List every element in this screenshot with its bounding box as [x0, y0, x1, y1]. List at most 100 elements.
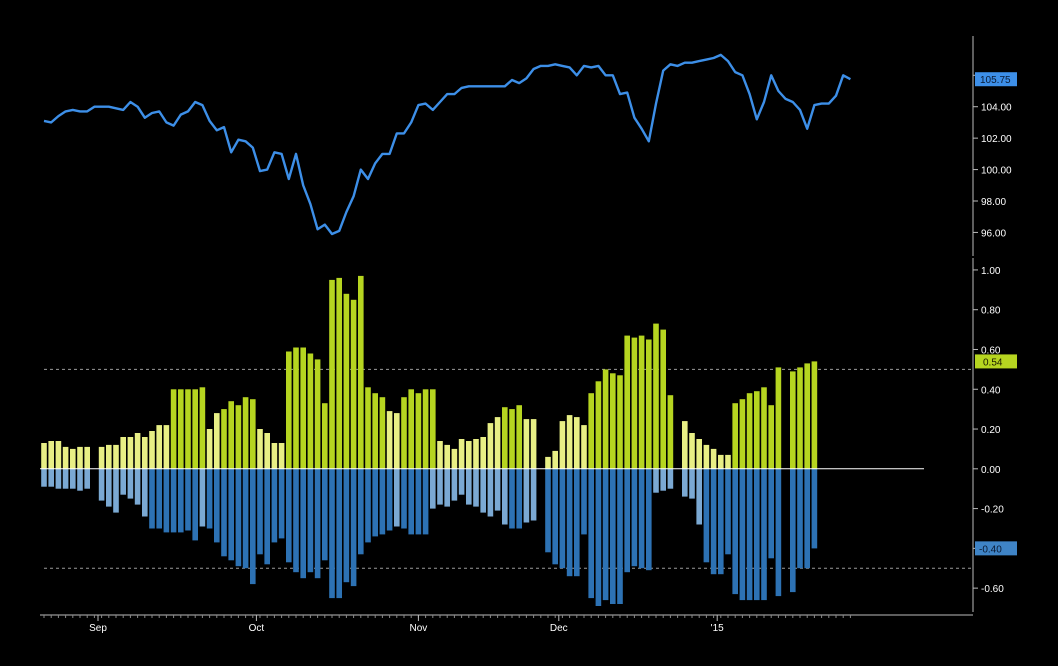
positive-bar: [638, 335, 645, 469]
positive-bar: [422, 389, 429, 469]
positive-bar: [228, 401, 234, 469]
negative-bar: [682, 468, 688, 497]
negative-bar: [394, 468, 400, 527]
negative-bar: [610, 468, 616, 604]
positive-bar: [343, 293, 350, 469]
positive-last-value-badge: [975, 354, 1017, 369]
negative-bar: [451, 468, 458, 501]
positive-bar: [314, 359, 321, 469]
price-tick-label: 104.00: [981, 103, 1012, 114]
positive-bar: [55, 441, 62, 469]
price-series-line: [43, 53, 851, 236]
bar-tick-label: 0.80: [981, 306, 1001, 317]
positive-bar: [84, 446, 90, 469]
positive-bar: [386, 411, 393, 469]
positive-bar: [120, 437, 126, 469]
negative-bar: [725, 468, 731, 555]
negative-bar: [703, 468, 710, 563]
negative-bar: [228, 468, 234, 561]
positive-bar: [473, 439, 479, 469]
negative-bar: [142, 468, 148, 517]
positive-bar: [710, 448, 717, 469]
negative-bar: [710, 468, 717, 575]
negative-last-value-label: -0.40: [979, 544, 1002, 555]
positive-bar: [214, 413, 220, 469]
positive-bar: [610, 373, 616, 469]
positive-bar: [437, 441, 443, 469]
negative-bar: [595, 468, 602, 606]
negative-bar: [523, 468, 530, 523]
negative-bar: [768, 468, 774, 559]
negative-bar: [696, 468, 702, 525]
positive-bar: [415, 393, 422, 469]
positive-bar: [127, 437, 134, 469]
positive-bar: [401, 397, 407, 469]
positive-bar: [350, 299, 357, 469]
negative-bar: [293, 468, 299, 573]
positive-bar: [106, 444, 112, 469]
positive-bar: [70, 448, 76, 469]
positive-bar: [185, 389, 191, 469]
negative-bar: [437, 468, 443, 505]
bar-tick-label: 0.20: [981, 425, 1001, 436]
bar-tick-label: 1.00: [981, 266, 1001, 277]
positive-bar: [646, 339, 652, 469]
positive-bar: [768, 405, 774, 469]
negative-bar: [624, 468, 630, 573]
negative-bar: [602, 468, 609, 601]
x-tick-label: Nov: [410, 623, 428, 634]
positive-bar: [134, 433, 141, 469]
negative-bar: [754, 468, 760, 601]
negative-bar: [242, 468, 249, 569]
positive-bar: [242, 397, 249, 469]
negative-bar: [653, 468, 659, 493]
positive-bar: [379, 397, 386, 469]
positive-bar: [509, 409, 515, 469]
negative-bar: [545, 468, 551, 553]
negative-bar: [185, 468, 191, 531]
positive-bar: [221, 409, 227, 469]
price-last-value-badge: [975, 72, 1017, 87]
positive-bar: [689, 433, 695, 469]
negative-bar: [790, 468, 796, 593]
negative-bar: [444, 468, 450, 507]
negative-bar: [646, 468, 652, 571]
negative-bar: [746, 468, 753, 601]
positive-bar: [41, 443, 47, 469]
positive-bar: [746, 393, 753, 469]
positive-bar: [307, 353, 314, 469]
positive-bar: [667, 395, 674, 469]
positive-bar: [372, 393, 378, 469]
price-tick-label: 98.00: [981, 197, 1006, 208]
positive-bar: [62, 446, 69, 469]
negative-bar: [336, 468, 342, 599]
positive-bar: [574, 417, 580, 469]
negative-bar: [48, 468, 54, 487]
positive-bar: [703, 444, 710, 469]
negative-bar: [358, 468, 364, 555]
positive-bar: [286, 351, 292, 469]
negative-bar: [458, 468, 465, 495]
positive-bar: [293, 347, 299, 469]
negative-bar: [106, 468, 112, 507]
positive-bar: [48, 441, 54, 469]
positive-bar: [523, 419, 530, 469]
negative-bar: [257, 468, 263, 555]
positive-bar: [358, 275, 364, 469]
positive-bar: [804, 363, 810, 469]
positive-bar: [725, 454, 731, 469]
positive-bar: [199, 387, 206, 469]
positive-bar: [487, 423, 494, 469]
positive-bar: [278, 443, 285, 469]
negative-bar: [739, 468, 746, 601]
bar-tick-label: 0.60: [981, 345, 1001, 356]
positive-bar: [142, 437, 148, 469]
positive-bar: [250, 399, 256, 469]
x-axis: Sep Oct Nov Dec '15: [40, 614, 973, 634]
negative-bar: [70, 468, 76, 489]
x-tick-label: Dec: [550, 623, 568, 634]
bar-tick-label: -0.60: [981, 584, 1004, 595]
positive-bar: [192, 389, 198, 469]
